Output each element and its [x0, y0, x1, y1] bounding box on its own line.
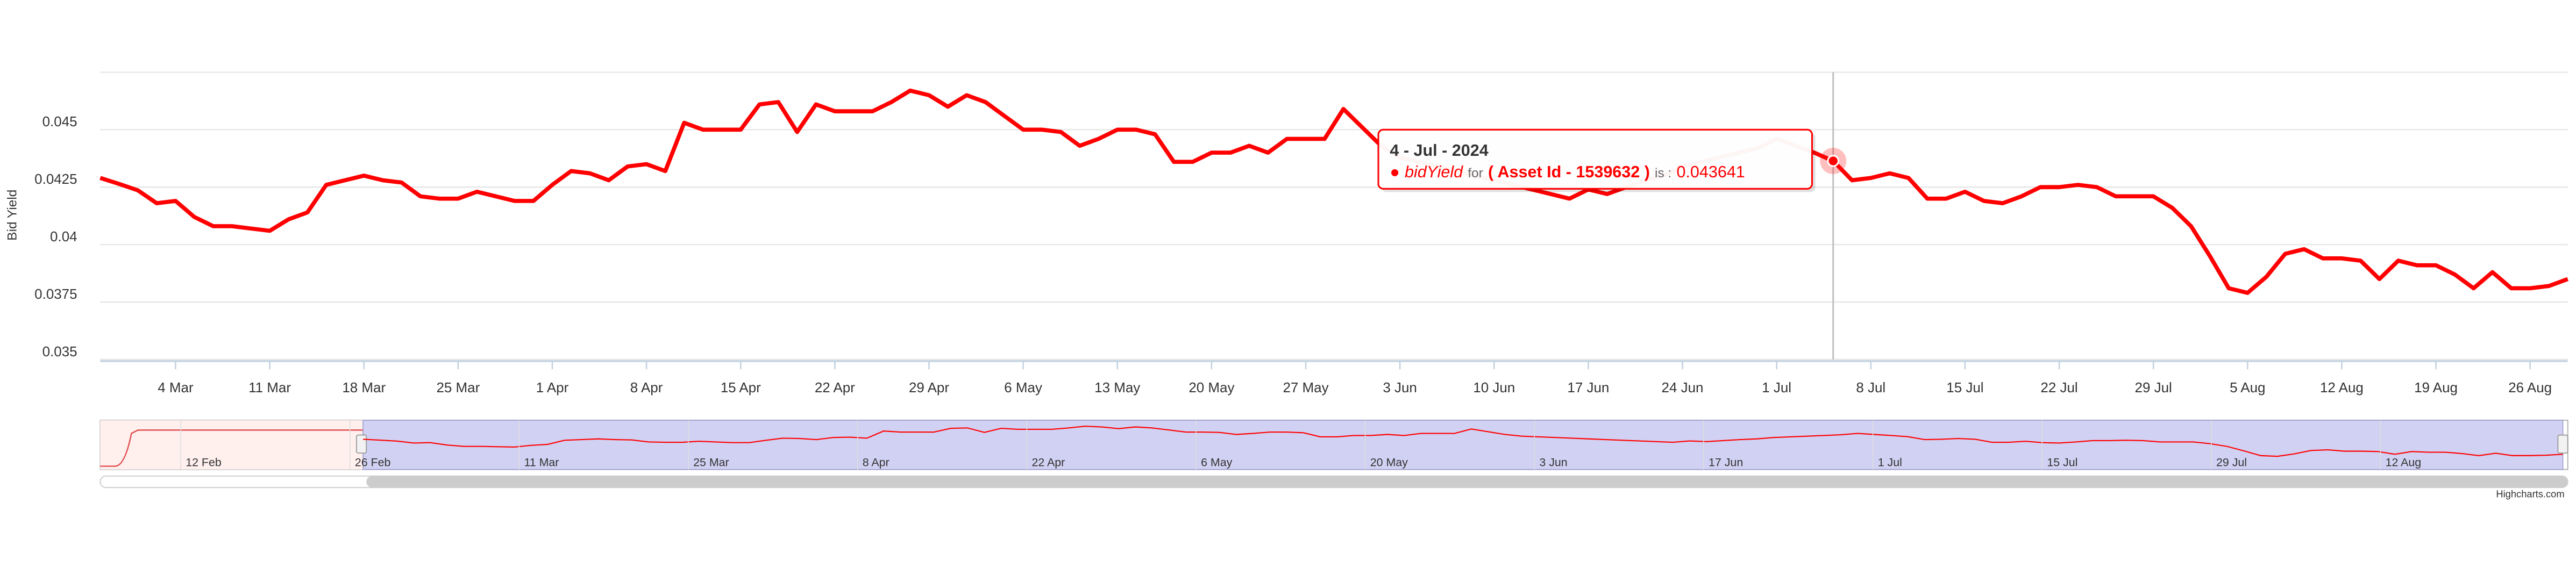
- x-tick-label: 1 Jul: [1762, 379, 1791, 395]
- x-tick-label: 19 Aug: [2414, 379, 2458, 395]
- tooltip-for: for: [1468, 166, 1483, 181]
- navigator-label: 15 Jul: [2047, 456, 2077, 469]
- navigator-label: 1 Jul: [1878, 456, 1902, 469]
- navigator-label: 12 Aug: [2386, 456, 2422, 469]
- x-tick-label: 22 Jul: [2040, 379, 2077, 395]
- tooltip-series-name: bidYield: [1405, 163, 1463, 181]
- tooltip-value: 0.043641: [1676, 163, 1745, 181]
- x-tick-label: 26 Aug: [2508, 379, 2552, 395]
- tooltip-asset: ( Asset Id - 1539632 ): [1488, 163, 1650, 181]
- x-tick-label: 15 Apr: [721, 379, 761, 395]
- y-tick-label: 0.035: [42, 343, 77, 359]
- navigator-label: 25 Mar: [693, 456, 729, 469]
- navigator-history-line: [100, 429, 364, 467]
- navigator-label: 29 Jul: [2216, 456, 2247, 469]
- x-tick-label: 13 May: [1094, 379, 1140, 395]
- x-tick-label: 1 Apr: [536, 379, 569, 395]
- x-tick-label: 11 Mar: [248, 379, 291, 395]
- navigator-label: 11 Mar: [524, 456, 559, 469]
- navigator-line: [363, 426, 2563, 457]
- y-tick-label: 0.0375: [34, 286, 77, 302]
- x-tick-label: 3 Jun: [1383, 379, 1417, 395]
- series-line: [99, 88, 2569, 295]
- x-tick-label: 25 Mar: [436, 379, 480, 395]
- navigator-label: 8 Apr: [863, 456, 889, 469]
- y-tick-label: 0.0425: [34, 171, 77, 187]
- x-tick-label: 12 Aug: [2320, 379, 2364, 395]
- tooltip-layer: 4 - Jul - 2024 ● bidYield for ( Asset Id - 1…: [1377, 72, 1847, 360]
- y-tick-label: 0.04: [50, 228, 77, 244]
- navigator-label: 26 Feb: [355, 456, 391, 469]
- x-tick-label: 29 Jul: [2135, 379, 2172, 395]
- tooltip-body: ● bidYield for ( Asset Id - 1539632 ) is : 0.…: [1390, 163, 1745, 181]
- tooltip-box: [1377, 128, 1813, 190]
- tooltip-bullet: ●: [1390, 163, 1399, 181]
- tooltip-date: 4 - Jul - 2024: [1390, 141, 1488, 160]
- navigator-handle[interactable]: [355, 434, 367, 454]
- x-tick-label: 10 Jun: [1473, 379, 1515, 395]
- x-tick-label: 17 Jun: [1567, 379, 1609, 395]
- navigator-unselected: [100, 420, 364, 470]
- y-tick-label: 0.045: [42, 113, 77, 130]
- plot-area: 0.035 0.0375 0.04 0.0425 0.045 4 Mar 11 Mar 18 …: [34, 71, 2569, 395]
- navigator-label: 6 May: [1201, 456, 1233, 469]
- navigator-label: 20 May: [1370, 456, 1408, 469]
- x-tick-label: 4 Mar: [158, 379, 194, 395]
- x-tick-label: 29 Apr: [909, 379, 949, 395]
- x-tick-label: 20 May: [1189, 379, 1234, 395]
- x-tick-label: 6 May: [1004, 379, 1042, 395]
- navigator-label: 3 Jun: [1539, 456, 1567, 469]
- navigator-label: 17 Jun: [1709, 456, 1743, 469]
- scrollbar-thumb[interactable]: [366, 476, 2568, 488]
- navigator-handle[interactable]: [2557, 434, 2568, 454]
- x-tick-label: 22 Apr: [815, 379, 855, 395]
- x-tick-label: 15 Jul: [1946, 379, 1983, 395]
- x-tick-label: 8 Jul: [1856, 379, 1885, 395]
- x-tick-label: 5 Aug: [2230, 379, 2265, 395]
- hover-marker: [1827, 155, 1840, 167]
- navigator-label: 12 Feb: [186, 456, 222, 469]
- x-tick-label: 24 Jun: [1662, 379, 1704, 395]
- x-tick-label: 18 Mar: [342, 379, 386, 395]
- x-tick-label: 8 Apr: [630, 379, 663, 395]
- navigator: 12 Feb 26 Feb 11 Mar 25 Mar 8 Apr 22 Apr 6 May…: [180, 420, 2563, 470]
- x-tick-label: 27 May: [1283, 379, 1328, 395]
- navigator-label: 22 Apr: [1031, 456, 1065, 469]
- tooltip-is: is :: [1655, 166, 1671, 181]
- credits[interactable]: Highcharts.com: [2496, 488, 2564, 500]
- y-axis-title: Bid Yield: [5, 190, 20, 241]
